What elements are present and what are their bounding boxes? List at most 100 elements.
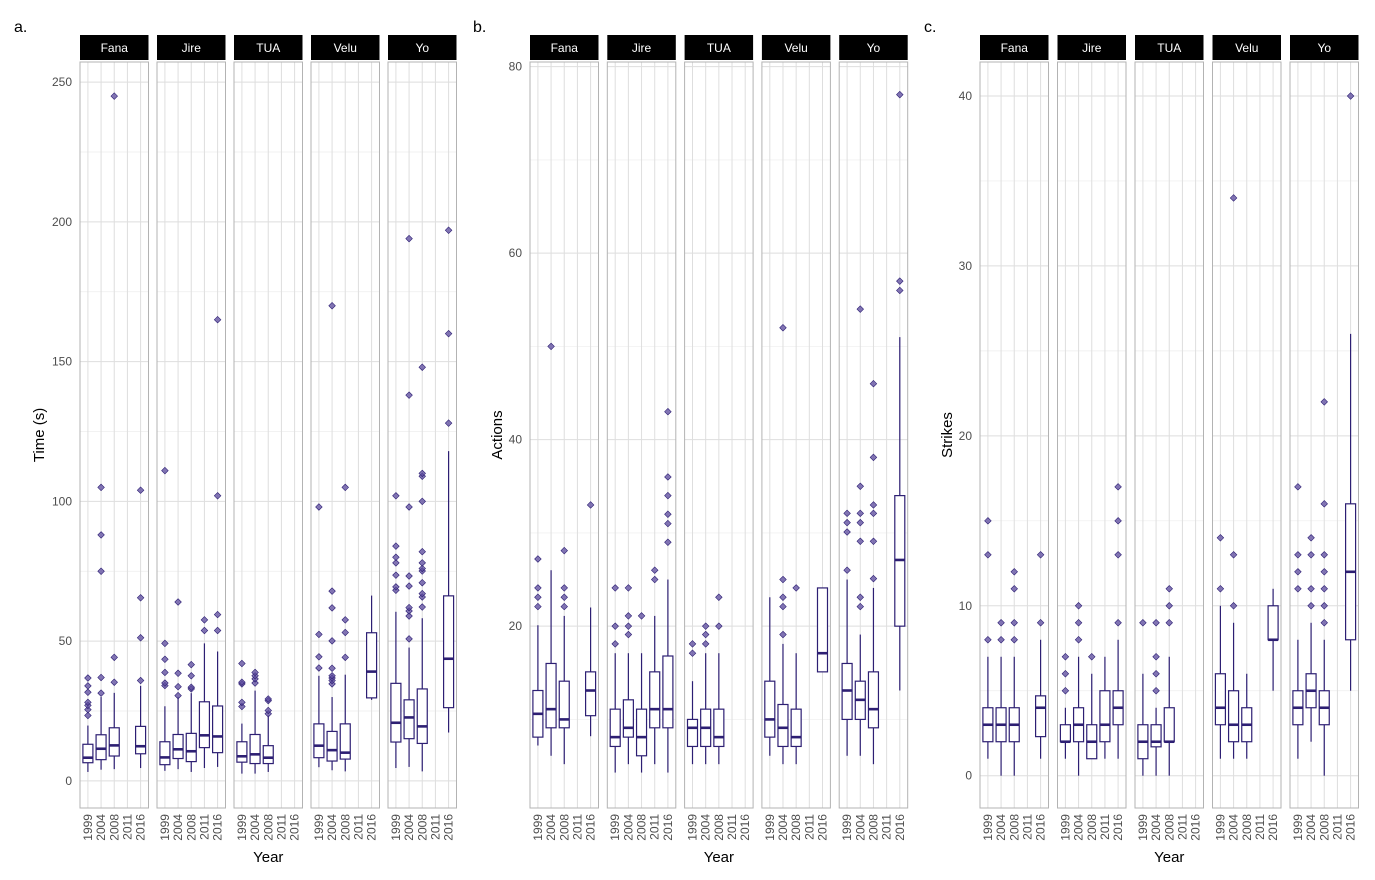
outlier-point [200,626,209,635]
box-iqr [442,595,455,709]
outlier-point [534,555,542,563]
box-iqr [185,732,197,763]
boxplot-fana-2004 [95,483,107,770]
boxplot-yo-2016 [894,90,906,691]
x-tick-label: 2011 [1253,814,1267,840]
facet-strip [684,35,754,60]
facet-panel-border [684,61,754,809]
facet-panel-border [1289,61,1359,809]
x-tick-label: 1999 [763,814,777,841]
outlier-point [1320,551,1328,559]
boxplot-jire-2016 [1112,483,1124,759]
facet-velu: Velu 1999 2004 2008 2011 2016 [761,35,831,841]
x-tick-label: 1999 [158,814,172,841]
facet-jire: Jire 1999 2004 2008 2011 2016 [1057,35,1127,841]
outlier-point [1320,398,1328,406]
outlier-point [1139,619,1147,627]
y-tick-label: 250 [52,75,72,89]
outlier-point [444,226,453,234]
outlier-point [701,622,710,630]
boxplot-fana-2016 [134,486,147,769]
outlier-point [328,587,336,595]
boxplot-fana-2004 [995,619,1007,776]
x-tick-label: 1999 [981,814,995,841]
facet-panel-border [1057,61,1127,809]
y-axis-title: Actions [489,410,506,459]
outlier-point [187,683,195,691]
facet-strip [761,35,831,60]
x-tick-label: 2004 [94,814,108,841]
outlier-point [264,695,272,703]
boxplot-fana-2016 [1034,551,1047,759]
outlier-point [1229,551,1238,559]
outlier-point [418,564,426,573]
y-tick-label: 60 [509,246,523,260]
outlier-point [405,391,413,399]
outlier-point [1152,687,1160,695]
box-iqr [609,708,621,748]
boxplot-yo-1999 [390,492,402,769]
outlier-point [779,575,787,584]
x-tick-label: 2011 [351,814,365,840]
boxplot-velu-2004 [777,324,789,765]
outlier-point [341,616,349,624]
box-iqr [764,680,776,738]
outlier-point [611,640,619,648]
boxplot-fana-1999 [982,517,994,759]
outlier-point [624,584,633,592]
x-tick-label: 2004 [621,814,635,841]
x-tick-label: 1999 [81,814,95,841]
outlier-point [869,574,878,583]
outlier-point [1152,670,1160,678]
facet-strip-label: Yo [867,41,881,55]
boxplot-tua-1999 [686,640,699,765]
x-tick-label: 2004 [1227,814,1241,841]
x-tick-label: 1999 [235,814,249,841]
outlier-point [1114,483,1122,491]
outlier-point [624,630,633,639]
boxplot-fana-2008 [558,546,570,765]
outlier-point [560,593,568,601]
facet-strip [1290,35,1359,60]
boxplot-velu-1999 [313,503,325,768]
box-iqr [339,723,351,760]
boxplot-yo-2004 [1305,534,1317,742]
facet-panel-border [606,61,677,809]
box-iqr [686,718,699,748]
outlier-point [534,584,542,592]
x-tick-label: 2016 [442,814,456,841]
outlier-point [869,501,878,509]
y-tick-label: 30 [959,259,973,273]
x-tick-label: 2016 [661,814,675,841]
x-tick-label: 2011 [1175,814,1189,840]
outlier-point [650,575,659,584]
x-tick-label: 1999 [1213,814,1227,841]
outlier-point [688,640,697,648]
boxplot-jire-1999 [609,584,621,773]
facet-tua: TUA 1999 2004 2008 2011 2016 [1134,35,1204,841]
facet-panel-border [387,61,457,809]
y-axis-title: Strikes [939,412,956,458]
outlier-point [560,584,568,592]
outlier-point [238,678,246,686]
outlier-point [110,678,118,686]
boxplot-jire-2008 [1086,653,1098,760]
outlier-point [315,653,323,661]
outlier-point [315,664,323,672]
outlier-point [84,705,92,714]
box-iqr [249,733,261,765]
x-tick-label: 2011 [725,814,739,840]
box-iqr [558,680,570,729]
boxplot-jire-2004 [1072,602,1085,776]
x-tick-label: 2008 [184,814,198,841]
box-iqr [262,745,274,765]
outlier-point [984,636,992,644]
outlier-point [1114,551,1122,559]
outlier-point [1010,568,1018,576]
box-iqr [313,723,325,759]
x-tick-label: 2004 [248,814,262,841]
outlier-point [418,603,426,611]
outlier-point [187,660,195,669]
boxplot-velu-2008 [339,483,351,772]
